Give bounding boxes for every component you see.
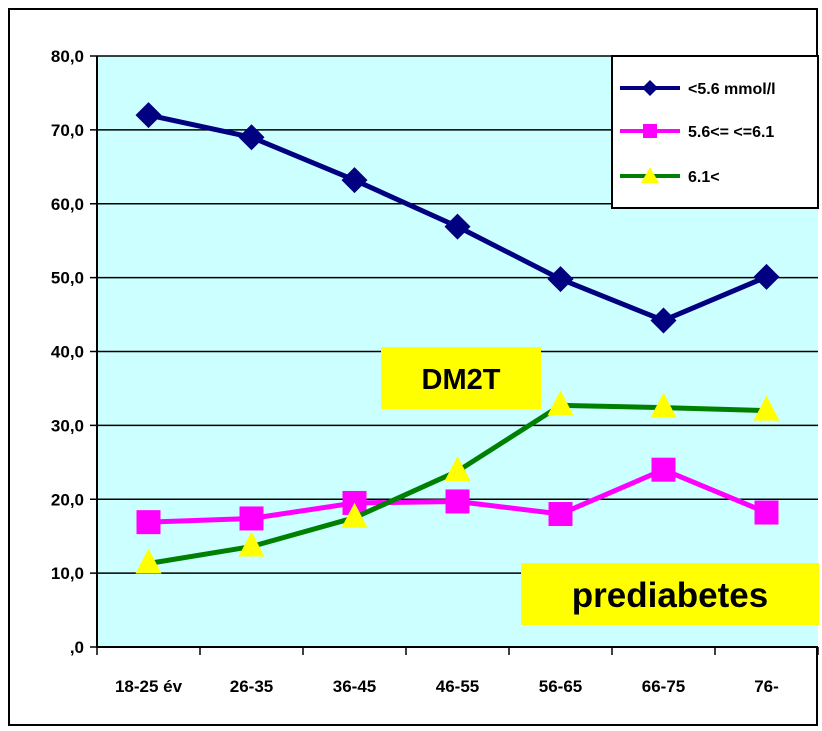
data-point-triangle xyxy=(547,390,574,416)
data-point-square xyxy=(651,457,676,482)
y-tick-label: 80,0 xyxy=(51,47,84,66)
x-axis-ticks: 18-25 év 26-35 36-45 46-55 56-65 66-75 76- xyxy=(115,677,779,696)
x-tick-label: 26-35 xyxy=(230,677,273,696)
data-point-square xyxy=(754,500,779,525)
legend: <5.6 mmol/l 5.6<= <=6.1 6.1< xyxy=(611,55,819,209)
data-point-square xyxy=(136,510,161,535)
x-tick-label: 76- xyxy=(754,677,779,696)
data-point-diamond xyxy=(238,124,265,151)
y-tick-label: 40,0 xyxy=(51,343,84,362)
data-point-diamond xyxy=(547,266,574,293)
data-point-triangle xyxy=(444,456,471,482)
annotation-dm2t-box xyxy=(381,347,541,409)
y-tick-label: ,0 xyxy=(70,638,84,657)
legend-label-series-2: 5.6<= <=6.1 xyxy=(688,124,774,141)
data-point-triangle xyxy=(341,502,368,528)
data-point-square xyxy=(445,489,470,514)
y-axis-ticks: ,0 10,0 20,0 30,0 40,0 50,0 60,0 70,0 80,0 xyxy=(51,47,84,657)
y-tick-label: 30,0 xyxy=(51,416,84,435)
data-point-diamond xyxy=(341,167,368,194)
data-point-diamond xyxy=(753,263,780,290)
data-point-triangle xyxy=(650,392,677,418)
data-point-triangle xyxy=(753,395,780,421)
annotation-dm2t-text: DM2T xyxy=(422,364,501,396)
axes xyxy=(90,55,819,655)
x-tick-label: 66-75 xyxy=(642,677,685,696)
data-point-diamond xyxy=(135,102,162,129)
y-tick-label: 50,0 xyxy=(51,269,84,288)
legend-label-series-1: <5.6 mmol/l xyxy=(688,81,776,98)
y-tick-label: 10,0 xyxy=(51,564,84,583)
legend-marker-diamond xyxy=(642,80,658,96)
data-point-diamond xyxy=(444,213,471,240)
legend-marker-triangle xyxy=(641,167,659,183)
x-tick-label: 18-25 év xyxy=(115,677,183,696)
legend-marker-square xyxy=(643,124,657,138)
x-tick-label: 46-55 xyxy=(436,677,479,696)
data-point-square xyxy=(239,506,264,531)
annotation-prediabetes: prediabetes xyxy=(521,563,819,625)
x-tick-label: 36-45 xyxy=(333,677,376,696)
legend-item-series-2: 5.6<= <=6.1 xyxy=(620,124,774,141)
annotation-prediabetes-text: prediabetes xyxy=(572,576,768,615)
annotation-dm2t: DM2T xyxy=(381,347,541,409)
data-point-diamond xyxy=(650,307,677,334)
series-layer xyxy=(135,102,780,574)
y-tick-label: 60,0 xyxy=(51,195,84,214)
legend-item-series-3: 6.1< xyxy=(620,167,720,186)
data-point-triangle xyxy=(238,531,265,557)
annotation-prediabetes-box xyxy=(521,563,819,625)
y-tick-label: 20,0 xyxy=(51,490,84,509)
legend-item-series-1: <5.6 mmol/l xyxy=(620,80,776,98)
y-tick-label: 70,0 xyxy=(51,121,84,140)
data-point-triangle xyxy=(135,548,162,574)
x-tick-label: 56-65 xyxy=(539,677,582,696)
data-point-square xyxy=(548,502,573,527)
legend-label-series-3: 6.1< xyxy=(688,169,720,186)
